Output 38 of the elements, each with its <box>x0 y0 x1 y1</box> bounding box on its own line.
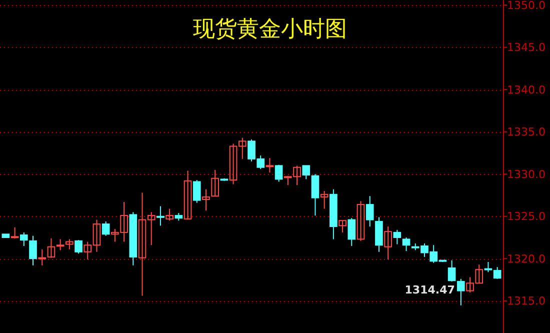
candlestick <box>102 220 110 236</box>
candlestick <box>320 190 328 210</box>
candlestick <box>366 196 374 228</box>
candlestick <box>29 235 37 266</box>
y-tick-label: 1335.0 <box>507 126 546 139</box>
candlestick <box>47 238 56 258</box>
candlestick <box>211 169 219 197</box>
candlestick <box>202 188 210 211</box>
candlestick <box>393 229 402 245</box>
y-tick-label: 1325.0 <box>507 210 546 224</box>
candlestick <box>311 174 320 216</box>
candlestick <box>156 206 164 226</box>
candlestick <box>274 164 283 182</box>
candlestick <box>338 220 346 233</box>
candlestick <box>266 158 274 173</box>
y-tick-label: 1340.0 <box>507 83 546 96</box>
candlestick <box>20 232 28 246</box>
candlestick <box>456 278 465 306</box>
candlestick <box>184 170 192 220</box>
candlestick <box>356 200 365 242</box>
y-tick-label: 1350.0 <box>507 0 546 12</box>
y-tick-label: 1315.0 <box>507 294 546 308</box>
candlestick <box>375 216 383 252</box>
y-tick-label: 1320.0 <box>507 252 546 266</box>
candlestick <box>192 180 201 204</box>
y-tick-label: 1345.0 <box>507 41 546 54</box>
candlestick <box>384 226 392 260</box>
candlestick <box>10 226 19 239</box>
candlestick <box>302 165 310 180</box>
candlestick <box>74 240 82 254</box>
annotation: 1314.47 <box>404 283 455 296</box>
candlestick <box>38 248 46 266</box>
y-tick-label: 1330.0 <box>507 168 546 181</box>
candlestick <box>402 236 410 252</box>
text: 现货黄金小时图 <box>193 17 347 42</box>
candlestick <box>348 218 356 246</box>
candlestick <box>166 208 174 222</box>
candlestick <box>448 260 456 282</box>
